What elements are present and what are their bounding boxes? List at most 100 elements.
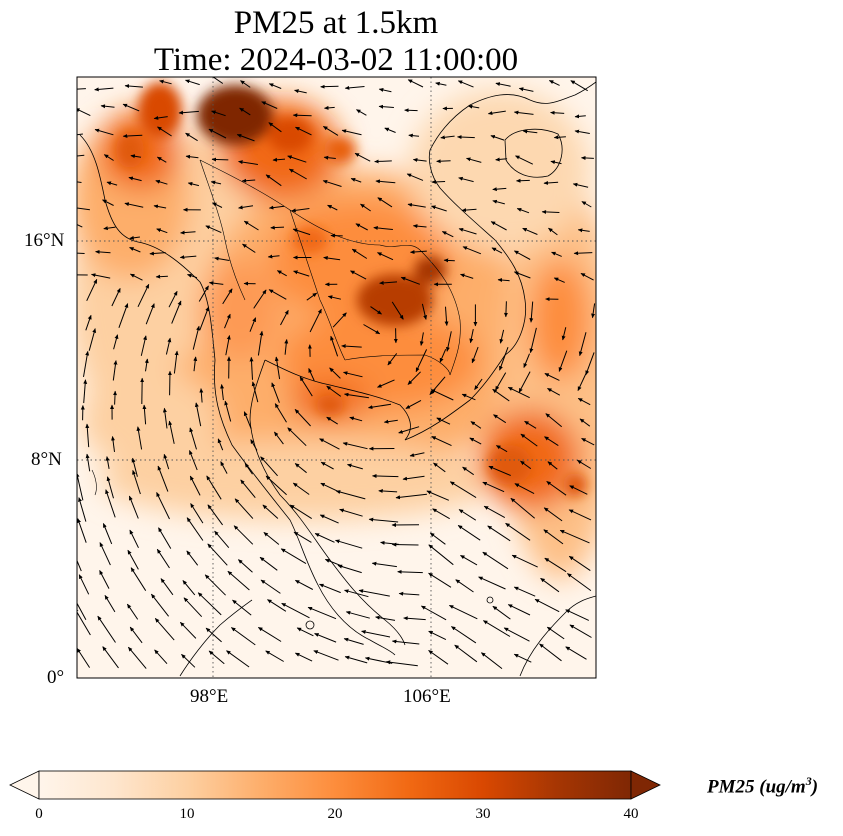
wind-arrow — [322, 180, 342, 187]
wind-arrow — [274, 403, 287, 423]
wind-arrow — [539, 643, 562, 662]
wind-arrow — [313, 650, 339, 661]
wind-arrow — [156, 492, 170, 520]
wind-arrow — [397, 569, 423, 574]
wind-arrow — [280, 548, 307, 565]
wind-arrow — [183, 597, 203, 618]
wind-arrow — [165, 337, 172, 355]
wind-arrow — [77, 647, 91, 668]
wind-arrow — [88, 328, 97, 351]
wind-arrow — [208, 281, 224, 286]
wind-arrow — [151, 593, 169, 617]
wind-arrow — [224, 400, 232, 422]
wind-arrow — [553, 277, 565, 283]
wind-arrow — [466, 157, 482, 163]
wind-arrow — [129, 247, 141, 253]
wind-arrow — [559, 529, 590, 544]
colorbar-max-extend — [630, 770, 661, 800]
wind-arrow — [129, 273, 143, 281]
wind-arrow — [192, 325, 200, 350]
wind-arrow — [77, 154, 85, 157]
pm25-heatmap — [77, 77, 596, 678]
wind-arrow — [111, 287, 121, 307]
wind-arrow — [507, 604, 531, 616]
wind-arrow — [272, 157, 286, 162]
wind-arrow — [403, 616, 426, 621]
wind-arrow — [288, 168, 307, 180]
wind-arrow — [503, 301, 508, 318]
wind-arrow — [482, 481, 505, 493]
colorbar-min-extend — [9, 770, 40, 800]
wind-arrow — [344, 85, 365, 90]
wind-arrow — [378, 88, 392, 93]
colorbar-label-sup: 3 — [805, 774, 812, 788]
wind-arrow — [374, 159, 392, 164]
wind-arrow — [241, 178, 256, 183]
wind-arrow — [220, 384, 225, 401]
wind-arrow — [432, 508, 450, 520]
wind-arrow — [455, 579, 474, 593]
wind-arrow — [268, 289, 287, 300]
wind-arrow — [457, 135, 475, 140]
wind-arrow — [543, 529, 564, 545]
wind-arrow — [518, 87, 534, 92]
wind-arrow — [487, 110, 506, 116]
wind-arrow — [481, 652, 503, 669]
wind-arrow — [492, 605, 511, 620]
wind-arrow — [361, 630, 391, 638]
wind-arrow — [250, 439, 258, 451]
wind-arrow — [326, 416, 338, 425]
wind-arrow — [182, 580, 196, 596]
wind-arrow — [163, 453, 170, 470]
wind-arrow — [493, 414, 507, 424]
wind-arrow — [289, 504, 312, 520]
wind-arrow — [319, 514, 339, 524]
wind-arrow — [186, 550, 199, 566]
wind-arrow — [495, 82, 511, 87]
wind-arrow — [128, 176, 142, 182]
wind-arrow — [232, 599, 252, 616]
wind-arrow — [495, 445, 508, 453]
wind-arrow — [513, 110, 534, 115]
wind-arrow — [513, 250, 531, 260]
wind-arrow — [189, 427, 197, 450]
wind-arrow — [99, 542, 111, 566]
wind-arrow — [407, 202, 426, 208]
wind-arrow — [128, 495, 139, 519]
wind-arrow — [220, 461, 228, 474]
wind-arrow — [499, 329, 505, 344]
wind-arrow — [574, 114, 586, 119]
wind-arrow — [581, 437, 595, 446]
wind-arrow — [428, 649, 449, 665]
wind-arrow — [265, 174, 282, 187]
wind-arrow — [400, 276, 420, 285]
wind-arrow — [324, 105, 335, 110]
wind-arrow — [251, 381, 259, 403]
wind-arrow — [267, 254, 280, 259]
wind-arrow — [291, 208, 310, 213]
wind-arrow — [550, 110, 565, 115]
wind-arrow — [339, 508, 363, 517]
wind-arrow — [568, 509, 592, 521]
wind-arrow — [244, 462, 253, 475]
wind-arrow — [132, 469, 141, 495]
wind-arrow — [294, 409, 311, 427]
colorbar-label-main: PM25 (ug/m — [707, 776, 806, 798]
wind-arrow — [548, 227, 558, 236]
wind-arrow — [230, 627, 256, 646]
wind-arrow — [431, 179, 446, 184]
wind-arrow — [268, 83, 282, 89]
wind-arrow — [561, 327, 567, 341]
wind-arrow — [127, 549, 139, 570]
wind-arrow — [516, 178, 530, 183]
wind-arrow — [478, 576, 506, 590]
wind-arrow — [130, 567, 147, 591]
wind-arrow — [319, 583, 341, 594]
wind-vectors — [77, 77, 596, 669]
wind-arrow — [154, 649, 168, 665]
wind-arrow — [158, 527, 172, 549]
wind-arrow — [368, 517, 399, 523]
wind-arrow — [102, 646, 119, 669]
wind-arrow — [86, 278, 98, 302]
wind-arrow — [591, 303, 596, 319]
